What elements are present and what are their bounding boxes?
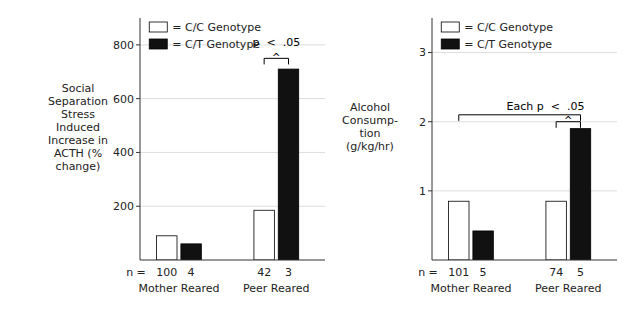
y-tick-label: 3 bbox=[419, 46, 426, 59]
bar bbox=[449, 201, 469, 260]
significance-caret: ^ bbox=[564, 115, 572, 126]
panel: 200 400 600 800 n = 100 42 4 3 Mother Reared Peer … bbox=[48, 18, 325, 295]
legend: = C/C Genotype = C/T Genotype bbox=[441, 21, 553, 51]
category-label: Mother Reared bbox=[430, 282, 511, 295]
n-value: 101 bbox=[448, 266, 469, 279]
y-tick-label: 200 bbox=[113, 200, 134, 213]
significance-caret: ^ bbox=[272, 52, 280, 63]
y-axis-label: (g/kg/hr) bbox=[346, 140, 394, 153]
y-axis-label: Separation bbox=[48, 95, 108, 108]
n-label: n = bbox=[418, 266, 438, 279]
y-tick-label: 2 bbox=[419, 116, 426, 129]
category-label: Peer Reared bbox=[243, 282, 309, 295]
bars bbox=[449, 129, 591, 260]
y-tick bbox=[136, 44, 140, 45]
y-tick-label: 600 bbox=[113, 93, 134, 106]
legend-swatch bbox=[441, 39, 459, 49]
y-axis-label: Stress bbox=[61, 108, 95, 121]
n-value: 42 bbox=[257, 266, 271, 279]
legend-swatch bbox=[149, 39, 167, 49]
y-tick bbox=[428, 52, 432, 53]
y-axis-line bbox=[140, 18, 141, 260]
legend-entry: = C/T Genotype bbox=[172, 38, 260, 51]
x-axis-line bbox=[140, 260, 325, 261]
y-axis-label: Increase in bbox=[48, 134, 108, 147]
n-value: 5 bbox=[480, 266, 487, 279]
significance-label: p < .05 bbox=[252, 36, 300, 49]
y-axis-label: Alcohol bbox=[350, 101, 390, 114]
significance-label: Each p < .05 bbox=[507, 100, 585, 113]
n-value: 3 bbox=[285, 266, 292, 279]
legend-swatch bbox=[441, 22, 459, 32]
y-tick bbox=[136, 152, 140, 153]
y-axis-label: ACTH (% bbox=[54, 147, 102, 160]
y-axis-line bbox=[432, 18, 433, 260]
y-tick bbox=[136, 98, 140, 99]
y-axis-label: Consump- bbox=[342, 114, 398, 127]
y-tick-label: 800 bbox=[113, 39, 134, 52]
legend: = C/C Genotype = C/T Genotype bbox=[149, 21, 261, 51]
n-value: 4 bbox=[188, 266, 195, 279]
n-label: n = bbox=[126, 266, 146, 279]
category-label: Mother Reared bbox=[138, 282, 219, 295]
bar bbox=[278, 69, 298, 260]
bar bbox=[157, 236, 177, 260]
x-axis-line bbox=[432, 260, 617, 261]
bar bbox=[473, 231, 493, 260]
bar bbox=[570, 129, 590, 260]
n-value: 100 bbox=[156, 266, 177, 279]
panel: 1 2 3 n = 101 74 5 5 Mother Reared Peer Reared Alc… bbox=[342, 18, 617, 295]
y-tick bbox=[428, 190, 432, 191]
bar bbox=[546, 201, 566, 260]
legend-entry: = C/C Genotype bbox=[172, 21, 261, 34]
bar bbox=[181, 244, 201, 260]
y-axis-label: Social bbox=[62, 82, 95, 95]
bars bbox=[157, 69, 299, 260]
grid-line bbox=[432, 52, 617, 53]
category-label: Peer Reared bbox=[535, 282, 601, 295]
figure: 200 400 600 800 n = 100 42 4 3 Mother Reared Peer … bbox=[0, 0, 630, 326]
y-tick-label: 1 bbox=[419, 185, 426, 198]
legend-entry: = C/T Genotype bbox=[464, 38, 552, 51]
y-tick bbox=[136, 206, 140, 207]
y-axis-label: Induced bbox=[56, 121, 100, 134]
grid-line bbox=[432, 121, 617, 122]
n-value: 74 bbox=[549, 266, 563, 279]
legend-entry: = C/C Genotype bbox=[464, 21, 553, 34]
y-tick bbox=[428, 121, 432, 122]
y-tick-label: 400 bbox=[113, 146, 134, 159]
bar bbox=[254, 210, 274, 260]
y-axis-label: change) bbox=[56, 160, 101, 173]
n-value: 5 bbox=[577, 266, 584, 279]
y-axis-label: tion bbox=[359, 127, 380, 140]
legend-swatch bbox=[149, 22, 167, 32]
significance-bracket bbox=[459, 115, 581, 121]
